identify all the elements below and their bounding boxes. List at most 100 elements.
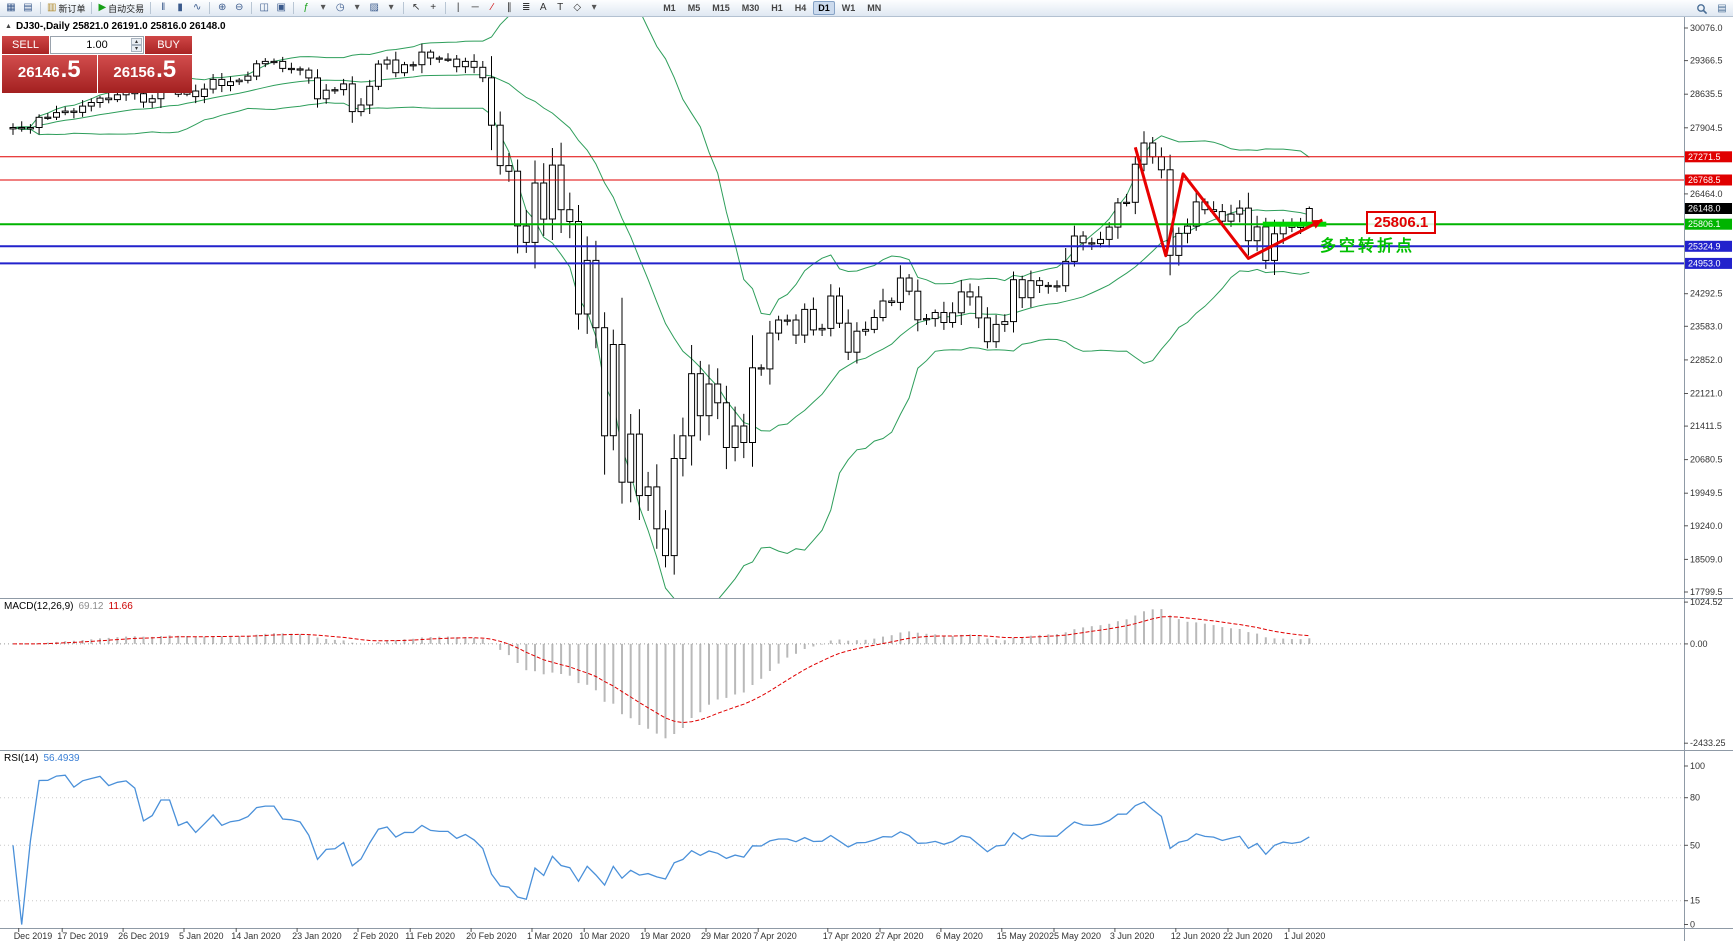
timeframe-h1-button[interactable]: H1 xyxy=(771,3,783,13)
candle-body xyxy=(601,327,609,437)
turning-point-annotation[interactable]: 多空转折点 xyxy=(1320,238,1416,255)
zoom-out-button[interactable]: ⊖ xyxy=(231,1,247,16)
macd-signal-line xyxy=(13,616,1310,724)
volume-spinner[interactable]: ▴ ▾ xyxy=(131,38,142,52)
candle-body xyxy=(688,373,696,437)
sell-price-button[interactable]: 26146.5 xyxy=(2,55,97,93)
templates-dropdown-icon: ▾ xyxy=(388,2,394,13)
candle-body xyxy=(940,312,948,323)
one-click-collapse-button[interactable]: ▲ xyxy=(5,22,12,30)
candle-body xyxy=(836,295,843,324)
candle-body xyxy=(592,259,600,329)
timeframe-h4-button[interactable]: H4 xyxy=(794,3,807,13)
tile-windows-button[interactable]: ◫ xyxy=(256,1,272,16)
buy-button[interactable]: BUY xyxy=(145,36,192,54)
candle-body xyxy=(957,291,965,314)
chart-profiles-icon: ▤ xyxy=(23,2,33,13)
arrows-dropdown-icon: ▾ xyxy=(591,2,597,13)
candle-body xyxy=(583,259,591,315)
candle-body xyxy=(453,58,461,68)
candle-body xyxy=(818,327,826,331)
fibonacci-retracement-button[interactable]: ≣ xyxy=(518,1,534,16)
candle-body xyxy=(79,105,87,113)
buy-price-button[interactable]: 26156.5 xyxy=(97,55,192,93)
date-label: 22 Jun 2020 xyxy=(1223,931,1273,941)
indicators-button[interactable]: ƒ xyxy=(298,1,314,16)
trendline-icon: ∕ xyxy=(491,2,494,13)
timeframe-m15-button[interactable]: M15 xyxy=(712,3,730,13)
rsi-label: RSI(14) 56.4939 xyxy=(4,753,85,764)
candle-body xyxy=(1123,201,1131,205)
periods-button[interactable]: ◷ xyxy=(332,1,348,16)
candle-body xyxy=(722,402,730,448)
trade-header-row: SELL 1.00 ▴ ▾ BUY xyxy=(2,36,192,54)
timeframe-m5-button[interactable]: M5 xyxy=(687,3,701,13)
price-callout-box[interactable]: 25806.1 xyxy=(1366,211,1437,234)
volume-stepper[interactable]: 1.00 ▴ ▾ xyxy=(50,36,144,54)
candle-body xyxy=(53,112,60,118)
line-chart-button[interactable]: ∿ xyxy=(189,1,205,16)
date-label: 23 Jan 2020 xyxy=(292,931,342,941)
candle-body xyxy=(1236,207,1244,215)
timeframe-m1-button[interactable]: M1 xyxy=(663,3,676,13)
quick-search-button[interactable] xyxy=(1694,1,1710,16)
templates-button[interactable]: ▨ xyxy=(366,1,382,16)
new-chart-button[interactable]: ▦ xyxy=(3,1,19,16)
bollinger-upper-band xyxy=(12,17,1310,316)
vertical-line-icon: | xyxy=(456,2,460,13)
highlight-segment[interactable] xyxy=(1262,221,1327,227)
candle-body xyxy=(531,182,539,243)
candlestick-chart-button[interactable]: ▮ xyxy=(172,1,188,16)
candle-body xyxy=(792,319,800,336)
candle-body xyxy=(1114,202,1122,228)
timeframe-mn-button[interactable]: MN xyxy=(867,3,882,13)
price-tag xyxy=(1685,218,1732,230)
templates-dropdown-button[interactable]: ▾ xyxy=(383,1,399,16)
new-order-button[interactable]: ▥ 新订单 xyxy=(45,1,87,16)
window-list-icon: ▤ xyxy=(1717,2,1727,14)
equidistant-channel-button[interactable]: ∥ xyxy=(501,1,517,16)
volume-up-icon[interactable]: ▴ xyxy=(131,38,142,45)
arrows-button[interactable]: ◇ xyxy=(569,1,585,16)
volume-down-icon[interactable]: ▾ xyxy=(131,45,142,52)
crosshair-button[interactable]: + xyxy=(425,1,441,16)
price-scale-background[interactable] xyxy=(1684,17,1733,941)
zoom-in-button[interactable]: ⊕ xyxy=(214,1,230,16)
candle-body xyxy=(322,89,330,100)
candle-body xyxy=(314,77,321,100)
zigzag-annotation[interactable] xyxy=(1133,146,1323,260)
price-scale-label: 27904.5 xyxy=(1690,123,1723,133)
horizontal-line-icon: ─ xyxy=(471,2,479,13)
candle-body xyxy=(801,308,809,336)
autotrading-button[interactable]: ▶ 自动交易 xyxy=(96,1,146,16)
indicators-dropdown-button[interactable]: ▾ xyxy=(315,1,331,16)
volume-value[interactable]: 1.00 xyxy=(86,39,108,51)
candle-body xyxy=(496,124,504,167)
timeframe-w1-button[interactable]: W1 xyxy=(841,3,856,13)
timeframe-m30-button[interactable]: M30 xyxy=(741,3,760,13)
cascade-windows-button[interactable]: ▣ xyxy=(273,1,289,16)
bar-chart-button[interactable]: ‖ xyxy=(155,1,171,16)
arrows-dropdown-button[interactable]: ▾ xyxy=(586,1,602,16)
macd-scale-label: -2433.25 xyxy=(1690,738,1726,748)
candle-body xyxy=(1227,213,1235,222)
candle-body xyxy=(357,104,365,113)
candle-body xyxy=(783,319,791,322)
text-button[interactable]: A xyxy=(535,1,551,16)
vertical-line-button[interactable]: | xyxy=(450,1,466,16)
chart-profiles-button[interactable]: ▤ xyxy=(20,1,36,16)
periods-dropdown-button[interactable]: ▾ xyxy=(349,1,365,16)
date-label: 17 Apr 2020 xyxy=(823,931,872,941)
trendline-button[interactable]: ∕ xyxy=(484,1,500,16)
sell-button[interactable]: SELL xyxy=(2,36,49,54)
candle-body xyxy=(740,425,748,443)
timeframe-d1-button[interactable]: D1 xyxy=(813,1,835,15)
text-label-button[interactable]: T xyxy=(552,1,568,16)
window-list-button[interactable]: ▤ xyxy=(1714,1,1730,16)
cursor-button[interactable]: ↖ xyxy=(408,1,424,16)
date-label: 29 Mar 2020 xyxy=(701,931,752,941)
macd-scale-label: 0.00 xyxy=(1690,639,1708,649)
price-scale-label: 30076.0 xyxy=(1690,23,1723,33)
horizontal-line-button[interactable]: ─ xyxy=(467,1,483,16)
